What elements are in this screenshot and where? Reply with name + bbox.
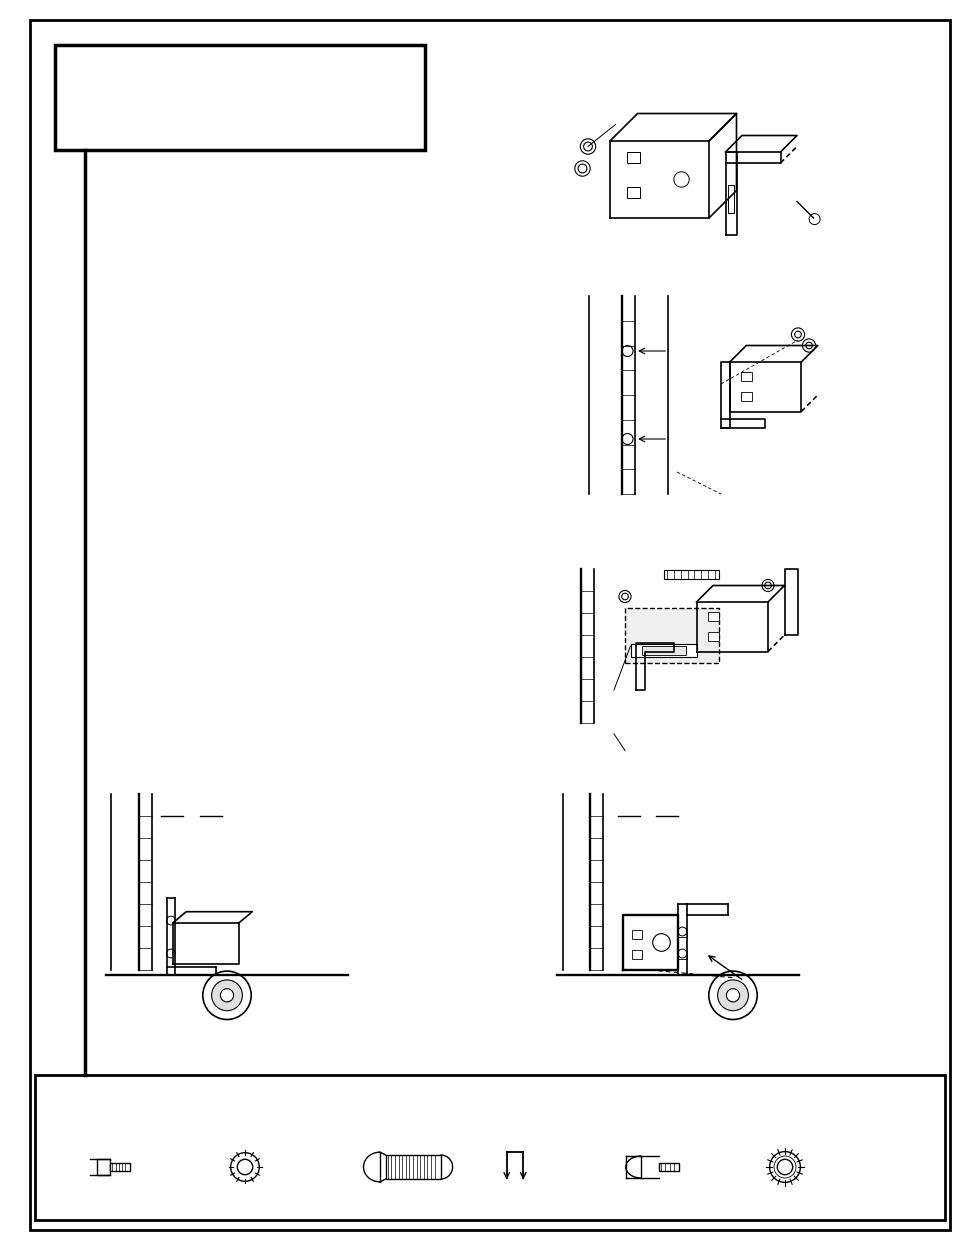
Circle shape	[167, 916, 175, 925]
Bar	[740, 391, 751, 400]
Circle shape	[805, 342, 811, 348]
Bar	[631, 930, 641, 939]
Bar	[727, 185, 734, 212]
Circle shape	[725, 989, 739, 1002]
Circle shape	[678, 927, 686, 936]
Circle shape	[237, 1160, 253, 1174]
Bar	[740, 372, 751, 380]
Bar	[624, 608, 718, 662]
Bar	[707, 611, 718, 621]
Bar	[96, 1160, 110, 1174]
Circle shape	[708, 971, 757, 1020]
Circle shape	[717, 979, 747, 1010]
Bar	[626, 152, 639, 163]
Circle shape	[652, 934, 670, 951]
Bar	[677, 929, 686, 937]
Circle shape	[231, 1152, 259, 1182]
Circle shape	[583, 142, 592, 151]
Bar	[385, 1155, 440, 1179]
Circle shape	[621, 593, 628, 600]
Circle shape	[673, 172, 688, 188]
Circle shape	[777, 1160, 792, 1174]
Circle shape	[578, 164, 586, 173]
Bar	[640, 646, 685, 655]
Bar	[677, 951, 686, 960]
Bar	[110, 1162, 130, 1172]
Circle shape	[801, 338, 815, 352]
Bar	[659, 1162, 678, 1172]
Circle shape	[575, 161, 590, 177]
Circle shape	[791, 329, 803, 341]
Bar	[630, 643, 696, 657]
Bar	[35, 1074, 944, 1220]
Bar	[662, 571, 718, 579]
Circle shape	[212, 979, 242, 1010]
Circle shape	[769, 1151, 800, 1182]
Circle shape	[220, 989, 233, 1002]
Circle shape	[678, 950, 686, 958]
Bar	[707, 631, 718, 641]
Circle shape	[579, 138, 595, 154]
Bar	[626, 188, 639, 198]
Bar	[631, 950, 641, 960]
Circle shape	[167, 950, 175, 958]
Circle shape	[621, 346, 633, 357]
Circle shape	[794, 331, 801, 338]
Bar	[55, 44, 424, 149]
Circle shape	[618, 590, 630, 603]
Circle shape	[764, 582, 770, 589]
Circle shape	[621, 433, 633, 445]
Circle shape	[761, 579, 773, 592]
Circle shape	[808, 214, 820, 225]
Circle shape	[203, 971, 251, 1020]
